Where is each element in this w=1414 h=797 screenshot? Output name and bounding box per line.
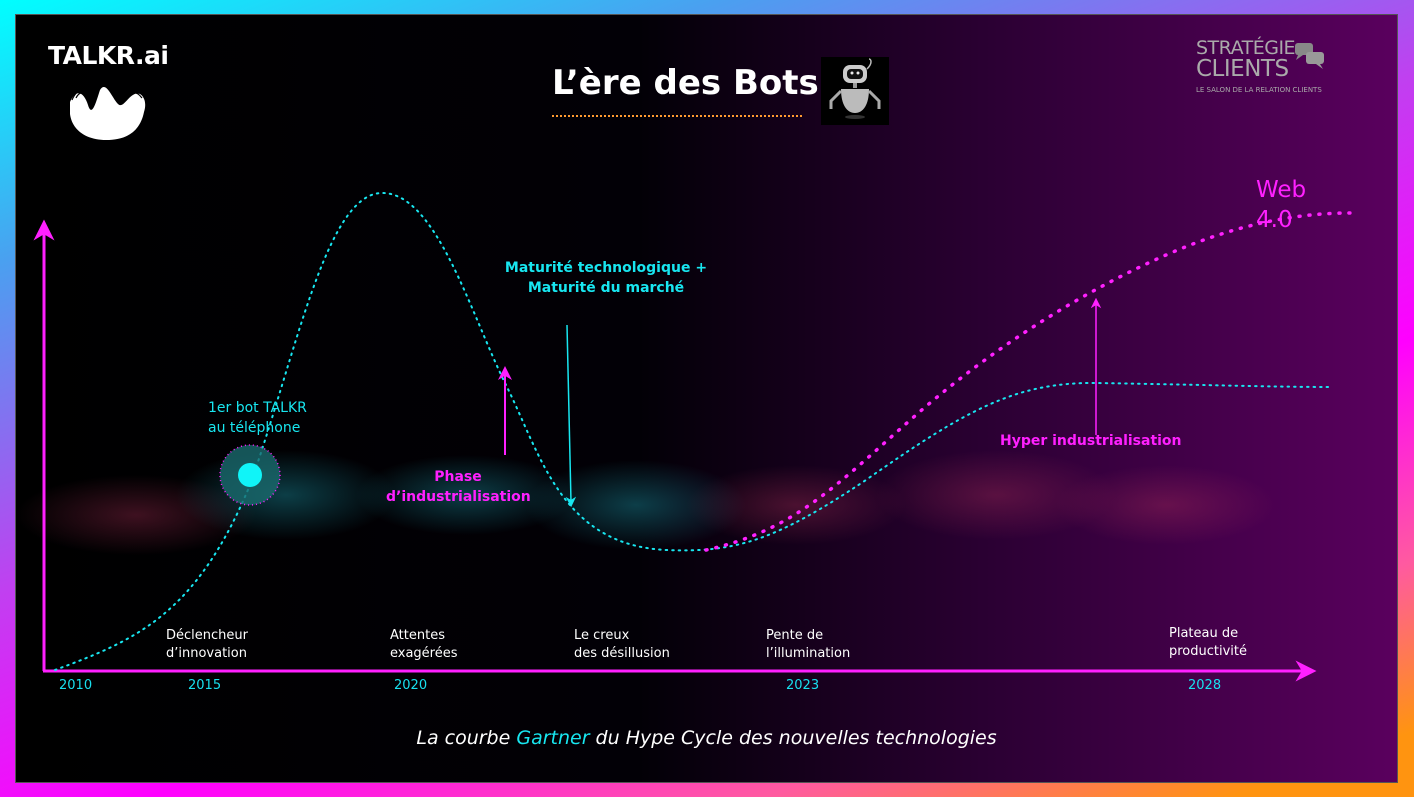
- web4-label: Web 4.0: [1256, 177, 1307, 233]
- caption: La courbe Gartner du Hype Cycle des nouv…: [416, 727, 997, 749]
- maturity-label: Maturité technologique + Maturité du mar…: [504, 260, 708, 296]
- year-tick: 2028: [1188, 678, 1222, 693]
- phase-label: Plateau de productivité: [1169, 626, 1248, 659]
- year-tick: 2015: [188, 678, 222, 693]
- strategie-clients-logo: STRATÉGIE CLIENTS LE SALON DE LA RELATIO…: [1196, 37, 1322, 95]
- phase-label: Attentes exagérées: [390, 628, 458, 661]
- hype-cycle-diagram: [16, 191, 1353, 682]
- title-underline: [552, 115, 802, 117]
- hyper-label: Hyper industrialisation: [1000, 433, 1182, 449]
- slide: TALKR.ai L’ère des Bots STRATÉGIE CLIENT…: [16, 15, 1397, 782]
- year-tick: 2020: [394, 678, 428, 693]
- phase-label: Le creux des désillusion: [574, 628, 670, 661]
- phase-label: Pente de l’illumination: [766, 628, 851, 661]
- talkr-logo-icon: [70, 87, 146, 140]
- phase-label: Déclencheur d’innovation: [166, 628, 248, 661]
- year-tick: 2023: [786, 678, 820, 693]
- robot-icon: [821, 57, 889, 125]
- wave-decoration: [16, 450, 1276, 555]
- page-title: L’ère des Bots: [552, 63, 819, 103]
- industrialisation-label: Phase d’industrialisation: [386, 469, 531, 505]
- talkr-logo: TALKR.ai: [48, 41, 169, 70]
- maturity-arrow: [565, 324, 577, 508]
- chat-bubbles-icon: [1295, 43, 1324, 69]
- year-tick: 2010: [59, 678, 93, 693]
- first-bot-label: 1er bot TALKR au téléphone: [208, 400, 307, 436]
- first-bot-marker: [219, 444, 281, 506]
